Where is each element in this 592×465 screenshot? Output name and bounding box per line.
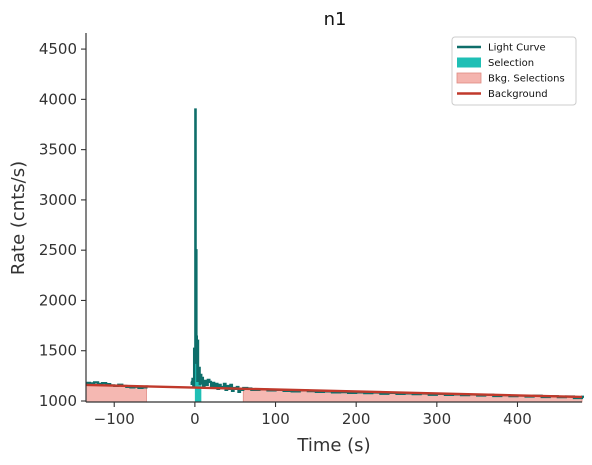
chart-title: n1 <box>324 9 347 30</box>
tick-labels: −100 0 100 200 300 400 1000 1500 2000 2500 3000 350… <box>39 40 532 428</box>
legend-box <box>451 36 577 106</box>
y-tick-label: 1500 <box>39 342 77 360</box>
legend-swatch-patch <box>456 72 482 84</box>
legend: Light Curve Selection Bkg. Selections Backg… <box>451 36 577 106</box>
legend-label: Light Curve <box>488 43 546 54</box>
x-tick-label: 0 <box>190 410 200 428</box>
legend-label: Background <box>488 89 548 100</box>
x-axis-label: Time (s) <box>296 435 370 456</box>
legend-label: Selection <box>488 58 534 69</box>
background-layer <box>85 383 583 399</box>
y-tick-label: 4500 <box>39 40 77 58</box>
light-curve-segment-1 <box>190 108 584 400</box>
y-tick-label: 2500 <box>39 241 77 259</box>
legend-items: Light Curve Selection Bkg. Selections Backg… <box>456 43 565 100</box>
y-tick-label: 3000 <box>39 191 77 209</box>
x-tick-label: −100 <box>94 410 135 428</box>
legend-swatch-patch <box>457 57 481 68</box>
x-tick-label: 100 <box>261 410 290 428</box>
y-tick-label: 2000 <box>39 291 77 309</box>
background-fit-line <box>85 383 583 399</box>
x-tick-label: 200 <box>342 410 371 428</box>
y-tick-label: 3500 <box>39 141 77 159</box>
x-tick-label: 400 <box>503 410 532 428</box>
legend-label: Bkg. Selections <box>488 74 565 85</box>
light-curve-layer <box>86 108 584 400</box>
axes <box>85 33 582 403</box>
x-tick-label: 300 <box>423 410 452 428</box>
y-tick-label: 4000 <box>39 90 77 108</box>
y-tick-label: 1000 <box>39 392 77 410</box>
y-axis-label: Rate (cnts/s) <box>8 161 29 275</box>
